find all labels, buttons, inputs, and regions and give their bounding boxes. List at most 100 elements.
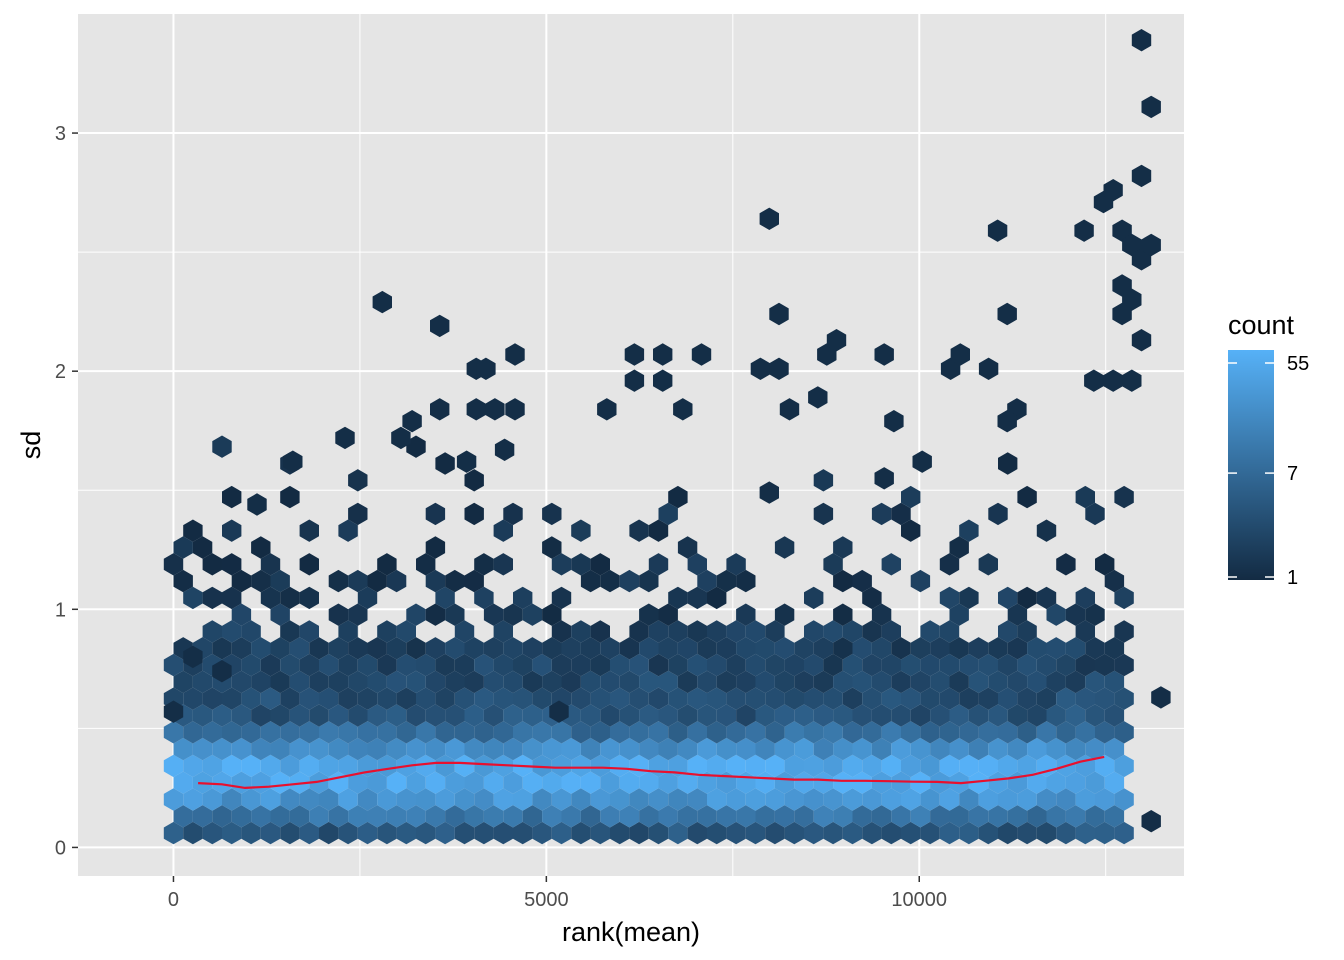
hex-bin — [377, 788, 397, 811]
hex-bin — [707, 586, 727, 610]
hex-bin — [435, 653, 455, 677]
hex-bin — [425, 569, 446, 593]
hex-bin — [1085, 737, 1105, 761]
hex-bin — [891, 704, 911, 727]
hex-bin — [328, 704, 349, 727]
hex-bin — [464, 569, 484, 593]
hex-bin — [784, 754, 804, 778]
hex-bin — [600, 637, 620, 660]
hex-bin — [396, 721, 416, 744]
hex-bin — [668, 586, 688, 610]
hex-bin — [386, 637, 407, 660]
hex-bin — [813, 670, 834, 694]
hex-bin — [774, 603, 795, 626]
hex-bin — [998, 620, 1018, 643]
hex-bin — [1046, 805, 1066, 828]
hex-bin — [998, 687, 1018, 710]
hex-bin — [813, 637, 834, 660]
hex-bin — [163, 700, 184, 723]
hex-bin — [658, 637, 678, 660]
hex-bin — [949, 536, 969, 559]
hex-bin — [299, 553, 319, 576]
hex-bin — [454, 687, 475, 710]
hex-bin — [522, 637, 543, 660]
hex-bin — [940, 357, 961, 380]
hex-bin — [697, 737, 717, 761]
hex-bin — [241, 754, 261, 778]
hex-bin — [435, 452, 455, 475]
hex-bin — [759, 207, 779, 230]
hex-bin — [774, 805, 795, 828]
hex-bin — [367, 670, 387, 694]
hex-bin — [658, 771, 678, 794]
hex-bin — [348, 637, 368, 660]
hex-bin — [1084, 369, 1104, 392]
hex-bin — [891, 502, 911, 526]
hex-bin — [289, 670, 310, 694]
hex-bin — [251, 569, 271, 593]
hex-bin — [1085, 502, 1105, 526]
hex-bin — [755, 737, 775, 761]
hex-bin — [289, 704, 310, 727]
hex-bin — [959, 821, 979, 845]
hex-bin — [425, 704, 446, 727]
hex-bin — [386, 805, 407, 828]
hex-bin — [493, 788, 513, 811]
hex-bin — [299, 754, 319, 778]
hex-bin — [464, 737, 484, 761]
hex-bin — [1141, 95, 1161, 119]
hex-bin — [697, 637, 717, 660]
hex-bin — [328, 603, 349, 626]
hex-bin — [270, 569, 290, 593]
hex-bin — [949, 637, 969, 660]
hex-bin — [464, 469, 484, 492]
hex-bin — [542, 502, 562, 526]
hex-bin — [639, 771, 659, 794]
hex-bin — [571, 653, 591, 677]
hex-bin — [454, 788, 475, 811]
hex-bin — [881, 821, 901, 845]
hex-bin — [813, 737, 834, 761]
hex-bin — [542, 603, 562, 626]
hex-bin — [231, 737, 252, 761]
hex-bin — [852, 704, 872, 727]
hex-bin — [949, 737, 969, 761]
hex-bin — [299, 653, 319, 677]
hex-bin — [920, 821, 940, 845]
hex-bin — [328, 737, 349, 761]
hex-bin — [658, 603, 678, 626]
hex-bin — [826, 329, 847, 352]
hex-bin — [1056, 788, 1076, 811]
hex-bin — [299, 586, 319, 610]
hex-bin — [280, 821, 300, 845]
hex-bin — [862, 721, 882, 744]
hex-bin — [823, 620, 843, 643]
hex-bin — [1065, 704, 1086, 727]
hex-bin — [881, 788, 901, 811]
hex-bin — [765, 687, 785, 710]
hex-bin — [804, 653, 824, 677]
hex-bin — [804, 754, 824, 778]
hex-bin — [173, 670, 193, 694]
hex-bin — [716, 670, 737, 694]
hex-bin — [183, 519, 203, 542]
hex-bin — [833, 704, 853, 727]
hex-bin — [280, 721, 300, 744]
hex-bin — [930, 805, 950, 828]
hex-bin — [1141, 233, 1161, 257]
hex-bin — [251, 805, 271, 828]
hex-bin — [513, 721, 533, 744]
hex-bin — [386, 704, 407, 727]
hex-bin — [456, 450, 477, 473]
hex-bin — [716, 737, 737, 761]
hex-bin — [280, 788, 300, 811]
hex-bin — [435, 687, 455, 710]
hex-bin — [677, 637, 698, 660]
hex-bin — [173, 536, 193, 559]
hex-bin — [202, 553, 222, 576]
hex-bin — [247, 493, 267, 516]
hex-bin — [794, 771, 814, 794]
hex-bin — [1104, 637, 1125, 660]
hex-bin — [726, 687, 746, 710]
